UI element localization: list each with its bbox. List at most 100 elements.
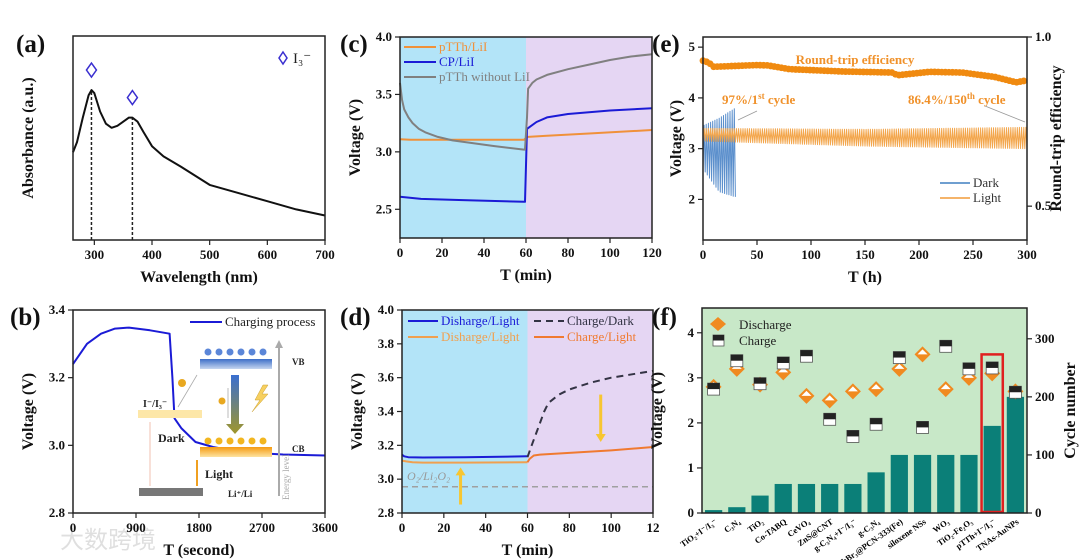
panel-label: (e) [652,31,680,58]
panel-label: (d) [340,304,371,331]
y-axis-title: Absorbance (a.u.) [20,77,37,198]
value: 97%/1 [722,92,758,107]
bar-12 [983,425,1001,513]
bar-8 [890,454,908,513]
y-axis-title: Voltage (V) [20,373,37,450]
x-tick-label: 0 [397,245,404,260]
electron-icon [248,348,256,356]
legend-label: Disharge/Light [441,313,520,328]
plot-frame [701,307,1028,514]
bar-3 [774,483,792,513]
electron-icon [259,437,267,445]
charge-marker-top [800,350,813,357]
efficiency-annotation: Round-trip efficiency [796,52,915,67]
electron-icon [248,437,256,445]
diagram-label-light: Light [205,467,233,481]
legend-square-icon-top [713,335,724,341]
diagram-label-dark: Dark [158,431,185,445]
discharge-region [400,37,526,238]
arrow-head-icon [595,433,606,442]
x-tick-label: 900 [126,520,146,535]
series-charging-process [72,326,326,457]
bar-7 [867,472,885,513]
panel-d: (d) O₂/Li₂O₂ 0 20 40 60 80 100 12 2.8 3.0 3.2 3.4 3.6… [340,302,660,559]
i3-peak-marker [126,89,139,106]
discharge-marker-highlight [917,349,928,355]
y-axis-title: Voltage (V) [347,99,364,176]
diagram-label-redox: I⁻/I₃⁻ [143,399,167,410]
diagram-label-li: Li⁺/Li [228,489,253,499]
discharge-marker-highlight [940,384,951,390]
lightning-icon [251,384,269,413]
charge-marker-top [707,383,720,390]
y-tick-label: 4.0 [376,29,392,44]
highlight-box [980,353,1005,514]
x-tick-label: 80 [563,520,576,535]
legend-label: Charging process [225,314,315,329]
bar-5 [821,483,839,513]
x-tick-label: 100 [801,247,821,262]
transfer-arrow [177,374,198,408]
x-tick-label: 400 [142,247,162,262]
charge-marker-top [777,356,790,363]
discharge-marker-highlight [778,367,789,373]
legend-label: CP/LiI [439,54,474,69]
discharge-marker-highlight [894,363,905,369]
panel-label: (b) [10,304,41,331]
charge-marker-top [893,351,906,358]
legend-label: pTTh without LiI [439,69,530,84]
redox-level [138,410,202,418]
x-tick-label: 300 [85,247,105,262]
value: 86.4%/150 [908,92,967,107]
bar-11 [960,454,978,513]
legend-diamond-icon [278,50,288,66]
x-tick-label: 0 [700,247,707,262]
x-tick-label: 120 [642,245,662,260]
legend-label: Charge/Dark [567,313,634,328]
discharge-region [402,310,528,513]
y-tick-label: 3.4 [49,302,66,317]
x-tick-label: 50 [751,247,764,262]
y2-tick-label: 0 [1035,505,1042,520]
y2-tick-label: 1.0 [1035,29,1051,44]
annotation-pointer [984,105,1026,123]
charge-marker-top [754,377,767,384]
panel-label: (a) [16,31,45,58]
series-dark-voltage [702,108,736,197]
x-tick-label: 40 [478,245,491,260]
bar-1 [728,507,746,513]
electron-icon [259,348,267,356]
x-tick-label: 700 [315,247,335,262]
x-tick-label: 60 [520,245,533,260]
series-absorbance [72,89,326,217]
y-tick-label: 3.2 [378,437,394,452]
plot-frame [72,35,326,241]
y-axis-title: Voltage (V) [349,373,366,450]
y2-axis-title: Cycle number [1062,362,1079,458]
x-tick-label: 3600 [312,520,338,535]
x-tick-label: 12 [647,520,660,535]
x-tick-label: 100 [601,520,621,535]
panel-c: (c) 0 20 40 60 80 100 120 2.5 3.0 3.5 4.0 T (min) Vol… [340,29,662,284]
bar-4 [797,483,816,513]
arrow-head-icon [275,340,283,348]
y-tick-label: 2.8 [378,505,395,520]
x-tick-label: 2700 [249,520,275,535]
legend-diamond-icon [710,317,726,331]
x-tick-label: 0 [399,520,406,535]
diagram-label-cb: CB [292,444,305,454]
electron-icon [237,348,245,356]
legend-label: pTTh/LiI [439,39,487,54]
y-tick-label: 2 [688,415,695,430]
panel-b: (b) VB CB I⁻/I₃⁻ Dark Light Li⁺/Li Energy level… [10,302,338,559]
y-tick-label: 3.0 [49,437,65,452]
category-label: C₃N₄ [722,516,742,534]
series-light-voltage [702,126,1028,150]
electron-icon [218,397,226,405]
series-disharge-light-blue- [401,453,528,459]
y-tick-label: 3.5 [376,86,393,101]
legend-label: Discharge [739,317,792,332]
x-axis-title: T (min) [502,542,554,559]
li-level [139,488,203,496]
